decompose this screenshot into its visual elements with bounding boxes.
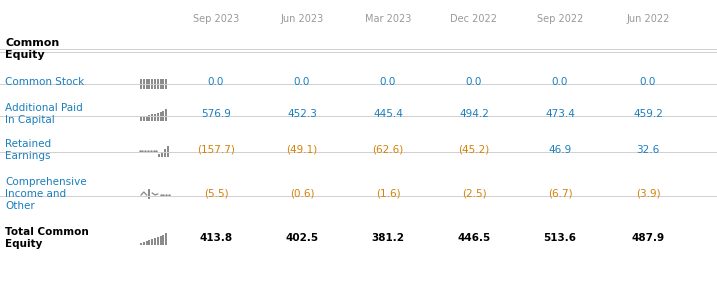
Text: 487.9: 487.9 bbox=[632, 233, 665, 243]
Text: Jun 2022: Jun 2022 bbox=[627, 14, 670, 24]
Text: (1.6): (1.6) bbox=[376, 189, 400, 199]
Text: (49.1): (49.1) bbox=[286, 145, 318, 155]
Text: (3.9): (3.9) bbox=[636, 189, 660, 199]
Text: Sep 2023: Sep 2023 bbox=[193, 14, 239, 24]
Text: (62.6): (62.6) bbox=[372, 145, 404, 155]
Text: 452.3: 452.3 bbox=[287, 109, 317, 119]
Text: Comprehensive
Income and
Other: Comprehensive Income and Other bbox=[5, 178, 87, 211]
Text: 513.6: 513.6 bbox=[543, 233, 576, 243]
Text: 46.9: 46.9 bbox=[549, 145, 571, 155]
Text: Common Stock: Common Stock bbox=[5, 77, 85, 87]
Text: Mar 2023: Mar 2023 bbox=[365, 14, 411, 24]
Text: (45.2): (45.2) bbox=[458, 145, 490, 155]
Text: Total Common
Equity: Total Common Equity bbox=[5, 227, 89, 249]
Text: 381.2: 381.2 bbox=[371, 233, 404, 243]
Text: 0.0: 0.0 bbox=[208, 77, 224, 87]
Text: 0.0: 0.0 bbox=[294, 77, 310, 87]
Text: 459.2: 459.2 bbox=[633, 109, 663, 119]
Text: 0.0: 0.0 bbox=[466, 77, 483, 87]
Text: 473.4: 473.4 bbox=[545, 109, 575, 119]
Text: Dec 2022: Dec 2022 bbox=[450, 14, 498, 24]
Text: Sep 2022: Sep 2022 bbox=[537, 14, 583, 24]
Text: (0.6): (0.6) bbox=[290, 189, 314, 199]
Text: 413.8: 413.8 bbox=[199, 233, 232, 243]
Text: (5.5): (5.5) bbox=[204, 189, 228, 199]
Text: Additional Paid
In Capital: Additional Paid In Capital bbox=[5, 103, 82, 125]
Text: 32.6: 32.6 bbox=[637, 145, 660, 155]
Text: Jun 2023: Jun 2023 bbox=[280, 14, 323, 24]
Text: 445.4: 445.4 bbox=[373, 109, 403, 119]
Text: 494.2: 494.2 bbox=[459, 109, 489, 119]
Text: 402.5: 402.5 bbox=[285, 233, 318, 243]
Text: (2.5): (2.5) bbox=[462, 189, 486, 199]
Text: 0.0: 0.0 bbox=[552, 77, 568, 87]
Text: 576.9: 576.9 bbox=[201, 109, 231, 119]
Text: 0.0: 0.0 bbox=[640, 77, 656, 87]
Text: (157.7): (157.7) bbox=[197, 145, 235, 155]
Text: 446.5: 446.5 bbox=[457, 233, 490, 243]
Text: Retained
Earnings: Retained Earnings bbox=[5, 139, 51, 161]
Text: (6.7): (6.7) bbox=[548, 189, 572, 199]
Text: Common
Equity: Common Equity bbox=[5, 38, 60, 60]
Text: 0.0: 0.0 bbox=[380, 77, 397, 87]
